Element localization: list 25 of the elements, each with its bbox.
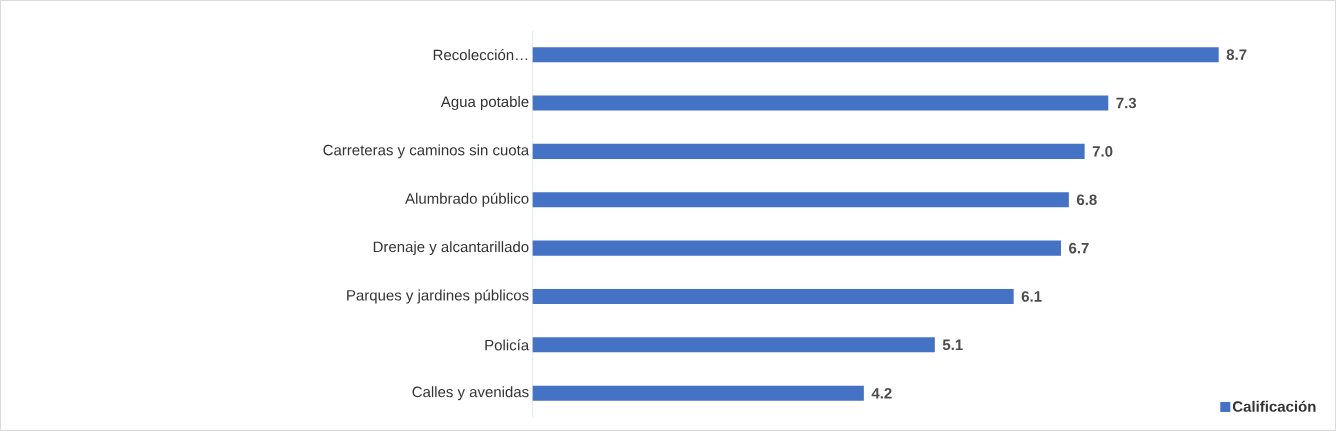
data-label: 8.7 — [1226, 49, 1247, 61]
bar — [532, 385, 864, 401]
y-tick-label: Drenaje y alcantarillado — [373, 241, 529, 256]
data-label: 5.1 — [942, 339, 963, 351]
data-label: 4.2 — [871, 388, 892, 399]
data-label: 6.8 — [1076, 194, 1097, 206]
y-tick-label: Parques y jardines públicos — [347, 289, 529, 304]
bar — [532, 289, 1014, 305]
data-label: 6.7 — [1069, 242, 1089, 254]
y-tick-label: Carreteras y caminos sin cuota — [323, 144, 530, 159]
bar — [532, 95, 1109, 111]
y-tick-label: Agua potable — [440, 96, 529, 111]
y-tick-label: Policía — [485, 339, 530, 351]
legend-label: Calificación — [1232, 400, 1316, 412]
bar — [532, 240, 1061, 256]
data-label: 6.1 — [1021, 291, 1042, 302]
bar — [532, 143, 1085, 159]
y-tick-label: Alumbrado público — [405, 192, 529, 207]
data-label: 7.3 — [1116, 97, 1137, 109]
y-tick-label: Recolección… — [433, 49, 528, 61]
bar — [532, 192, 1069, 208]
data-label: 7.0 — [1092, 146, 1113, 157]
bar — [532, 47, 1219, 63]
y-tick-label: Calles y avenidas — [412, 386, 529, 401]
bar — [532, 337, 935, 353]
